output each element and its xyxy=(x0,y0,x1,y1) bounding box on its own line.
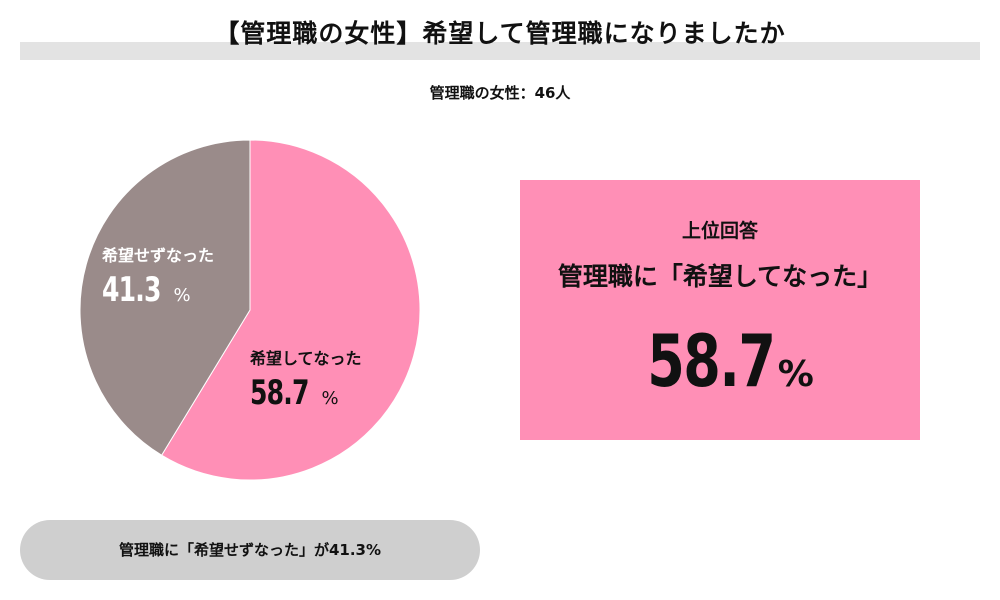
top-answer-text: 管理職に「希望してなった」 xyxy=(557,262,883,291)
slice-unit-yes: % xyxy=(321,388,339,409)
slice-category-no: 希望せずなった xyxy=(102,246,215,265)
slice-value-no: 41.3 xyxy=(102,270,161,310)
top-answer-box: 上位回答 管理職に「希望してなった」 58.7% xyxy=(520,180,920,440)
title-band xyxy=(20,42,980,60)
slice-unit-no: % xyxy=(173,285,191,306)
top-answer-number: 58.7 xyxy=(647,319,776,403)
pie-chart xyxy=(79,139,421,481)
slice-label-no: 希望せずなった 41.3% xyxy=(102,242,214,310)
pie-slice-yes xyxy=(160,139,421,481)
chart-title: 【管理職の女性】希望して管理職になりましたか xyxy=(214,19,786,48)
top-answer-heading: 上位回答 xyxy=(681,220,758,242)
chart-subtitle: 管理職の女性：46人 xyxy=(429,84,571,102)
slice-value-yes: 58.7 xyxy=(250,373,309,413)
pie-slice-no xyxy=(79,139,251,456)
note-pill: 管理職に「希望せずなった」が41.3% xyxy=(20,520,480,580)
top-answer-value: 58.7% xyxy=(520,325,920,397)
top-answer-unit: % xyxy=(777,354,814,395)
slice-label-yes: 希望してなった 58.7% xyxy=(250,345,362,413)
slice-category-yes: 希望してなった xyxy=(250,349,362,368)
